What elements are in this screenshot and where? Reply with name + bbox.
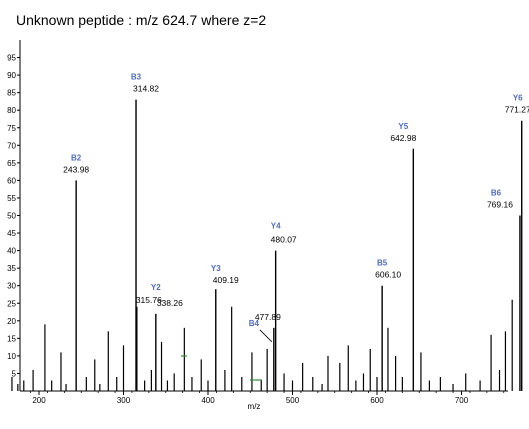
y-tick-label: 20	[7, 317, 16, 326]
y-tick-label: 30	[7, 282, 16, 291]
y-tick-label: 60	[7, 176, 16, 185]
ion-label: Y3	[211, 264, 221, 273]
mz-value-label: 243.98	[63, 164, 89, 174]
y-tick-label: 80	[7, 106, 16, 115]
ion-label: B4	[249, 319, 260, 328]
mz-value-label: 409.19	[213, 275, 239, 285]
x-tick-label: 600	[370, 396, 384, 405]
x-tick-label: 300	[117, 396, 131, 405]
ion-label: Y4	[271, 222, 281, 231]
peak-labels-layer: B2 243.98 B3 314.82 315.76 Y2 338.26 Y3 409.19 B4…	[63, 73, 529, 343]
x-tick-label: 500	[286, 396, 300, 405]
y-tick-label: 25	[7, 299, 16, 308]
y-tick-label: 5	[12, 369, 17, 378]
y-tick-label: 85	[7, 89, 16, 98]
ion-label: B2	[71, 153, 82, 162]
mz-value-label: 477.89	[255, 312, 281, 322]
x-axis-label: m/z	[248, 402, 261, 411]
mz-value-label: 769.16	[487, 200, 513, 210]
ion-label: Y5	[398, 122, 408, 131]
ion-label: Y6	[513, 94, 523, 103]
mz-value-label: 338.26	[157, 298, 183, 308]
y-tick-label: 40	[7, 247, 16, 256]
mz-value-label: 314.82	[133, 84, 159, 94]
y-tick-label: 65	[7, 159, 16, 168]
ion-label: B6	[491, 189, 502, 198]
axes-layer: 5 10 15 20 25 30 35 40 45 50 55 60 65 70 75 80 85 90 95 200…	[7, 40, 508, 405]
mz-value-label: 480.07	[271, 235, 297, 245]
ion-label: Y2	[151, 283, 161, 292]
ion-label: B5	[377, 259, 388, 268]
mz-value-label: 771.27	[505, 105, 529, 115]
y-tick-label: 50	[7, 212, 16, 221]
label-leader-line	[259, 329, 273, 343]
y-tick-label: 70	[7, 141, 16, 150]
x-tick-label: 700	[455, 396, 469, 405]
y-tick-label: 90	[7, 71, 16, 80]
peaks-layer	[11, 99, 523, 391]
y-tick-label: 45	[7, 229, 16, 238]
mz-value-label: 606.10	[375, 270, 401, 280]
x-tick-label: 400	[201, 396, 215, 405]
y-tick-label: 95	[7, 54, 16, 63]
y-tick-label: 35	[7, 264, 16, 273]
y-tick-label: 10	[7, 352, 16, 361]
y-tick-label: 55	[7, 194, 16, 203]
ion-label: B3	[131, 73, 142, 82]
mz-value-label: 315.76	[136, 295, 162, 305]
y-tick-label: 75	[7, 124, 16, 133]
mz-value-label: 642.98	[390, 133, 416, 143]
chart-title: Unknown peptide : m/z 624.7 where z=2	[16, 12, 266, 28]
x-tick-label: 200	[32, 396, 46, 405]
y-tick-label: 15	[7, 334, 16, 343]
